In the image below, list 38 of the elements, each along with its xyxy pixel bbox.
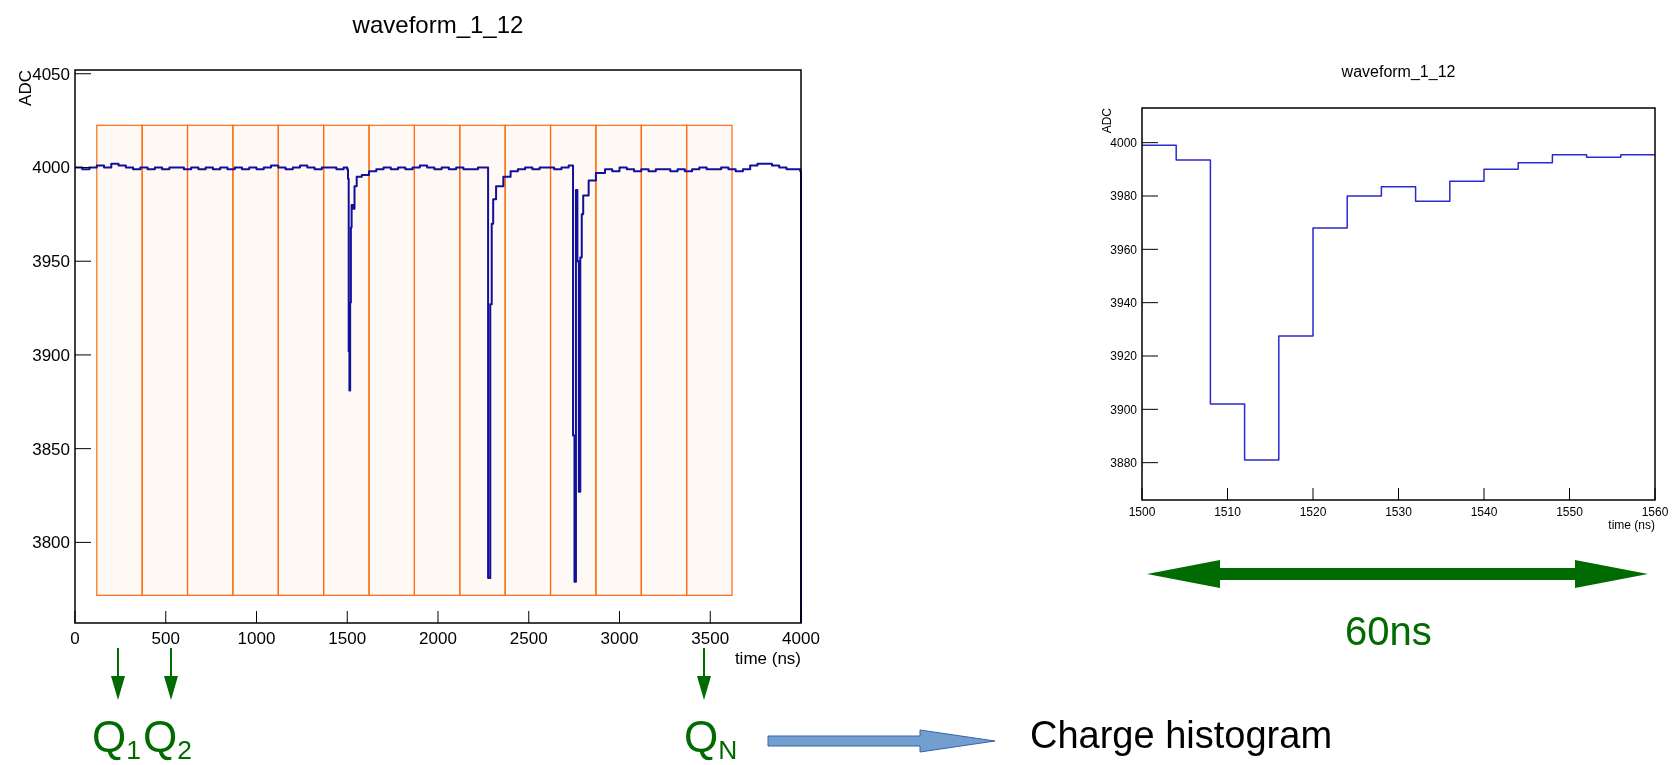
chart-title: waveform_1_12 bbox=[351, 11, 524, 38]
text: 60ns bbox=[1345, 609, 1432, 653]
x-tick-label: 1560 bbox=[1641, 505, 1669, 519]
text: Q$_{1}$ bbox=[92, 712, 141, 765]
y-tick-label: 3960 bbox=[1110, 242, 1138, 257]
x-tick-label: 3000 bbox=[600, 629, 639, 648]
x-tick-label: 0 bbox=[70, 629, 80, 648]
x-tick-label: 1550 bbox=[1556, 505, 1584, 519]
x-axis-title: time (ns) bbox=[1608, 517, 1655, 532]
y-tick-label: 3900 bbox=[32, 345, 70, 365]
text: Q$_{2}$ bbox=[143, 712, 192, 765]
x-tick-label: 1500 bbox=[1128, 505, 1156, 519]
y-axis-title: ADC bbox=[1099, 107, 1114, 134]
x-tick-label: 2000 bbox=[419, 629, 457, 648]
y-tick-label: 4000 bbox=[32, 158, 70, 178]
y-tick-label: 3920 bbox=[1110, 349, 1138, 364]
x-tick-label: 1540 bbox=[1470, 505, 1498, 519]
y-tick-label: 4000 bbox=[1110, 135, 1138, 150]
x-tick-label: 3500 bbox=[691, 629, 730, 648]
y-tick-label: 3900 bbox=[1110, 402, 1138, 417]
x-tick-label: 1520 bbox=[1299, 505, 1327, 519]
chart-title: waveform_1_12 bbox=[1340, 63, 1456, 81]
y-tick-label: 3850 bbox=[32, 439, 70, 459]
y-tick-label: 3800 bbox=[32, 533, 70, 553]
text: Q$_{N}$ bbox=[684, 712, 738, 765]
y-tick-label: 3940 bbox=[1110, 295, 1138, 310]
y-tick-label: 3880 bbox=[1110, 455, 1138, 470]
x-tick-label: 1000 bbox=[237, 629, 276, 648]
y-tick-label: 3950 bbox=[32, 252, 70, 272]
x-tick-label: 1510 bbox=[1214, 505, 1242, 519]
y-tick-label: 3980 bbox=[1110, 189, 1138, 204]
x-tick-label: 1500 bbox=[328, 629, 367, 648]
x-tick-label: 4000 bbox=[782, 629, 820, 648]
text: Charge histogram bbox=[1030, 714, 1333, 756]
x-axis-title: time (ns) bbox=[734, 648, 801, 668]
x-tick-label: 2500 bbox=[509, 629, 548, 648]
x-tick-label: 500 bbox=[151, 629, 180, 648]
x-tick-label: 1530 bbox=[1385, 505, 1413, 519]
